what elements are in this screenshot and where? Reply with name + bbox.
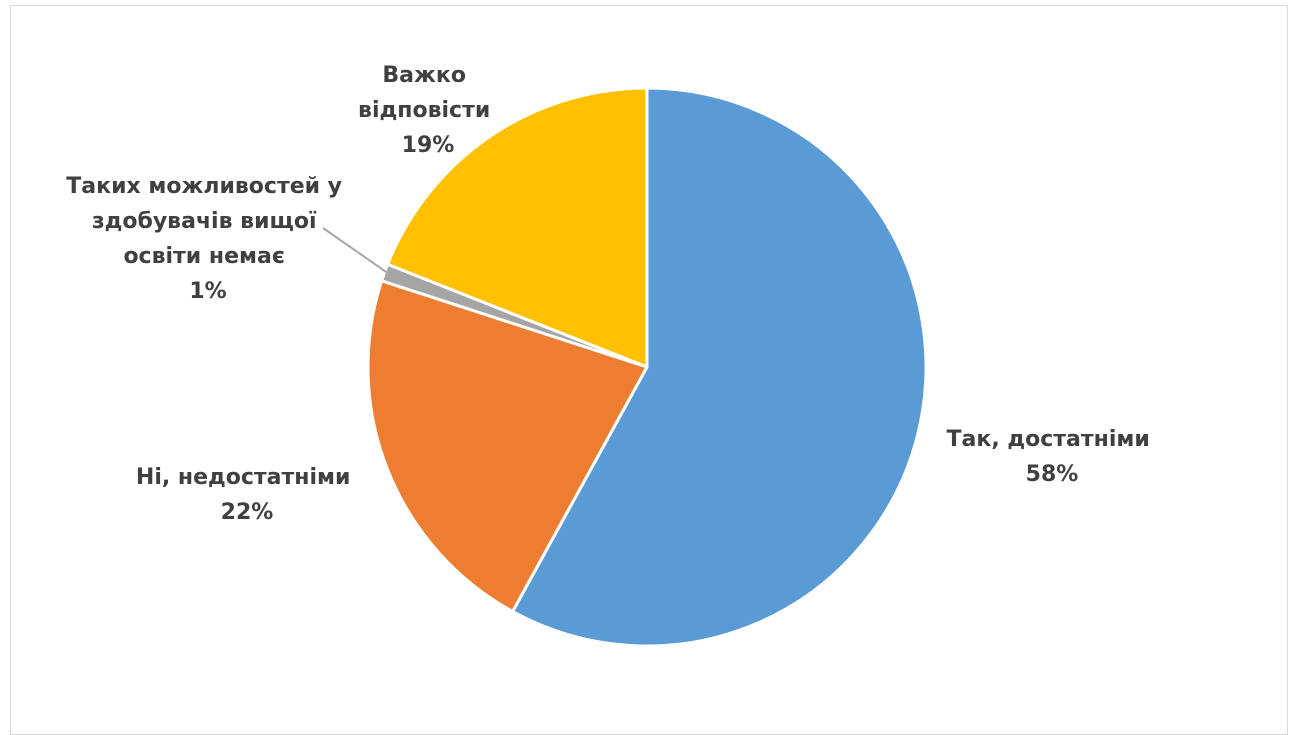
leader-lines	[322, 227, 391, 276]
data-label-percent: 58%	[1026, 462, 1079, 487]
data-label-line: здобувачів вищої	[92, 209, 317, 234]
data-label-takykh-mozhlyvostei: Таких можливостей у здобувачів вищої осв…	[66, 174, 349, 304]
data-label-line: Ні, недостатніми	[136, 465, 351, 490]
data-label-tak-dostatnimy: Так, достатніми 58%	[947, 427, 1158, 487]
pie-slice-3	[386, 86, 649, 369]
data-label-percent: 1%	[189, 279, 226, 304]
data-label-vazhko-vidpovisty: Важко відповісти 19%	[358, 63, 498, 158]
pie-slices	[366, 86, 928, 648]
data-label-line: відповісти	[358, 98, 490, 123]
data-label-line: Так, достатніми	[947, 427, 1150, 452]
data-label-line: освіти немає	[123, 244, 284, 269]
leader-line-slice-2	[322, 227, 391, 276]
data-label-line: Таких можливостей у	[66, 174, 342, 199]
pie-slice-1	[366, 279, 649, 613]
data-label-ni-nedostatnimy: Ні, недостатніми 22%	[136, 465, 358, 525]
data-label-percent: 22%	[221, 500, 274, 525]
pie-chart: Так, достатніми 58% Ні, недостатніми 22%…	[66, 63, 1158, 648]
pie-slice-0	[511, 86, 928, 648]
data-label-line: Важко	[382, 63, 466, 88]
data-label-percent: 19%	[402, 133, 455, 158]
